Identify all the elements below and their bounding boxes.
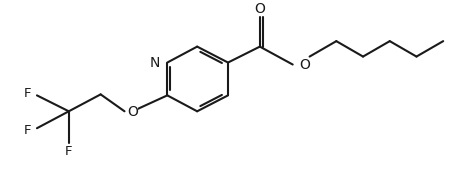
Text: F: F — [24, 87, 31, 100]
Text: F: F — [24, 124, 31, 137]
Text: O: O — [127, 105, 138, 119]
Text: N: N — [150, 56, 160, 69]
Text: O: O — [254, 2, 265, 16]
Text: O: O — [300, 57, 311, 72]
Text: F: F — [65, 145, 72, 158]
